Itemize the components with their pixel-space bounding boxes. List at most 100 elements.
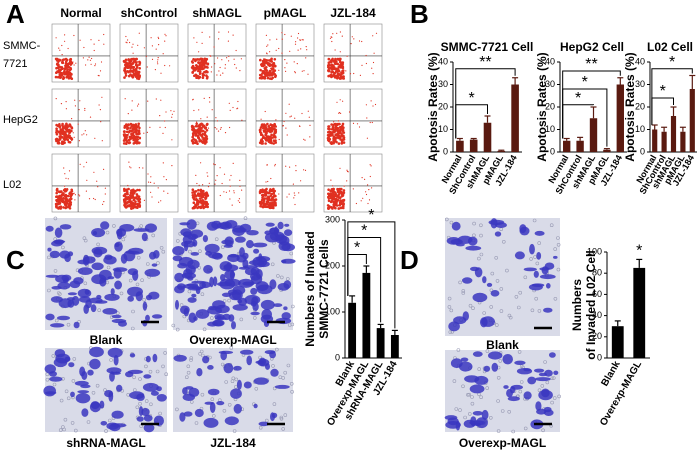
flow-dot xyxy=(267,198,270,201)
flow-dot xyxy=(239,186,240,187)
flow-dot xyxy=(58,59,61,62)
flow-dot xyxy=(93,198,94,199)
flow-dot xyxy=(233,163,234,164)
flow-dot xyxy=(204,192,207,195)
flow-dot xyxy=(69,58,72,61)
flow-dot xyxy=(68,48,69,49)
flow-dot xyxy=(327,204,330,207)
y-axis-label: Numbers of Invaded xyxy=(303,231,317,346)
flow-dot xyxy=(217,120,218,121)
flow-dot xyxy=(167,193,168,194)
flow-dot xyxy=(224,174,225,175)
y-tick-label: 20 xyxy=(635,101,645,111)
flow-dot xyxy=(61,72,62,73)
flow-dot xyxy=(332,33,333,34)
flow-dot xyxy=(263,71,266,74)
cell xyxy=(270,369,278,377)
flow-dot xyxy=(89,198,90,199)
flow-dot xyxy=(289,51,290,52)
flow-dot xyxy=(297,63,298,64)
flow-dot xyxy=(230,110,231,111)
flow-dot xyxy=(264,61,267,64)
flow-dot xyxy=(303,70,304,71)
flow-dot xyxy=(134,141,137,144)
flow-dot xyxy=(138,75,141,78)
flow-dot xyxy=(261,140,264,143)
flow-dot xyxy=(226,57,227,58)
flow-dot xyxy=(56,37,57,38)
flow-dot xyxy=(229,179,230,180)
y-axis-label: Numbers xyxy=(570,279,584,331)
significance-mark: * xyxy=(575,90,581,107)
row-label: HepG2 xyxy=(3,114,38,126)
flow-dot xyxy=(135,123,138,126)
flow-dot xyxy=(230,186,231,187)
flow-dot xyxy=(91,58,92,59)
flow-dot xyxy=(124,125,127,128)
flow-dot xyxy=(270,138,273,141)
flow-dot xyxy=(144,47,145,48)
y-tick-label: 0 xyxy=(597,352,602,362)
bar xyxy=(391,335,399,358)
flow-dot xyxy=(94,65,95,66)
cell xyxy=(179,222,190,225)
flow-dot xyxy=(196,183,197,184)
flow-dot xyxy=(56,70,59,73)
flow-dot xyxy=(64,173,65,174)
cell xyxy=(153,354,158,363)
flow-dot xyxy=(206,206,209,209)
flow-dot xyxy=(201,199,204,202)
flow-dot xyxy=(123,76,126,79)
cell xyxy=(529,244,535,255)
flow-dot xyxy=(266,46,267,47)
cell xyxy=(45,364,56,373)
flow-dot xyxy=(61,61,64,64)
flow-dot xyxy=(80,164,81,165)
flow-dot xyxy=(133,138,136,141)
flow-dot xyxy=(206,77,209,80)
flow-dot xyxy=(62,54,63,55)
flow-dot xyxy=(126,188,129,191)
cell xyxy=(283,306,287,310)
cell xyxy=(76,393,91,403)
cell xyxy=(203,265,213,274)
flow-dot xyxy=(261,63,264,66)
flow-dot xyxy=(266,164,267,165)
flow-dot xyxy=(265,139,268,142)
flow-dot xyxy=(99,104,100,105)
flow-dot xyxy=(66,108,67,109)
flow-dot xyxy=(201,71,202,72)
flow-dot xyxy=(206,129,209,132)
flow-dot xyxy=(344,186,345,187)
cell xyxy=(270,412,275,421)
flow-dot xyxy=(154,183,155,184)
flow-dot xyxy=(339,138,342,141)
flow-dot xyxy=(218,38,219,39)
flow-dot xyxy=(342,101,343,102)
flow-dot xyxy=(336,77,339,80)
cell xyxy=(553,371,558,375)
cell xyxy=(534,369,544,373)
flow-dot xyxy=(346,180,347,181)
flow-dot xyxy=(55,196,58,199)
cell xyxy=(208,389,220,396)
flow-dot xyxy=(267,192,270,195)
cell xyxy=(51,296,63,303)
flow-dot xyxy=(70,198,73,201)
cell xyxy=(157,394,167,402)
flow-dot xyxy=(209,36,210,37)
column-header: shMAGL xyxy=(192,6,241,20)
flow-dot xyxy=(215,127,216,128)
cell xyxy=(174,355,187,362)
flow-dot xyxy=(294,192,295,193)
flow-dot xyxy=(267,181,268,182)
flow-dot xyxy=(336,195,339,198)
flow-dot xyxy=(234,59,235,60)
flow-dot xyxy=(138,195,141,198)
cell xyxy=(146,356,151,363)
flow-dot xyxy=(56,98,57,99)
flow-dot xyxy=(71,190,74,193)
flow-dot xyxy=(339,202,342,205)
flow-dot xyxy=(342,200,345,203)
cell xyxy=(220,261,233,271)
